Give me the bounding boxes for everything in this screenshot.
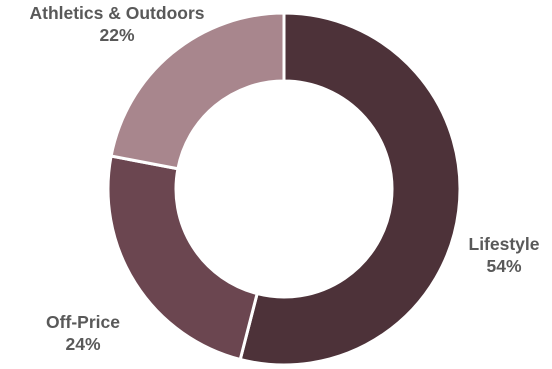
- slice-name-lifestyle: Lifestyle: [469, 234, 540, 254]
- slice-percent-lifestyle: 54%: [486, 256, 521, 276]
- slice-percent-athletics-and-outdoors: 22%: [99, 25, 134, 45]
- donut-slices: [106, 11, 462, 367]
- slice-percent-off-price: 24%: [65, 334, 100, 354]
- slice-label-off-price: Off-Price 24%: [46, 312, 120, 354]
- slice-lifestyle: [238, 11, 462, 367]
- donut-labels: Lifestyle 54% Off-Price 24% Athletics & Outd…: [29, 3, 539, 354]
- slice-name-athletics-and-outdoors: Athletics & Outdoors: [29, 3, 204, 23]
- slice-label-athletics-and-outdoors: Athletics & Outdoors 22%: [29, 3, 204, 45]
- slice-name-off-price: Off-Price: [46, 312, 120, 332]
- slice-athletics-and-outdoors: [109, 11, 286, 171]
- slice-off-price: [106, 154, 259, 362]
- slice-label-lifestyle: Lifestyle 54%: [469, 234, 540, 276]
